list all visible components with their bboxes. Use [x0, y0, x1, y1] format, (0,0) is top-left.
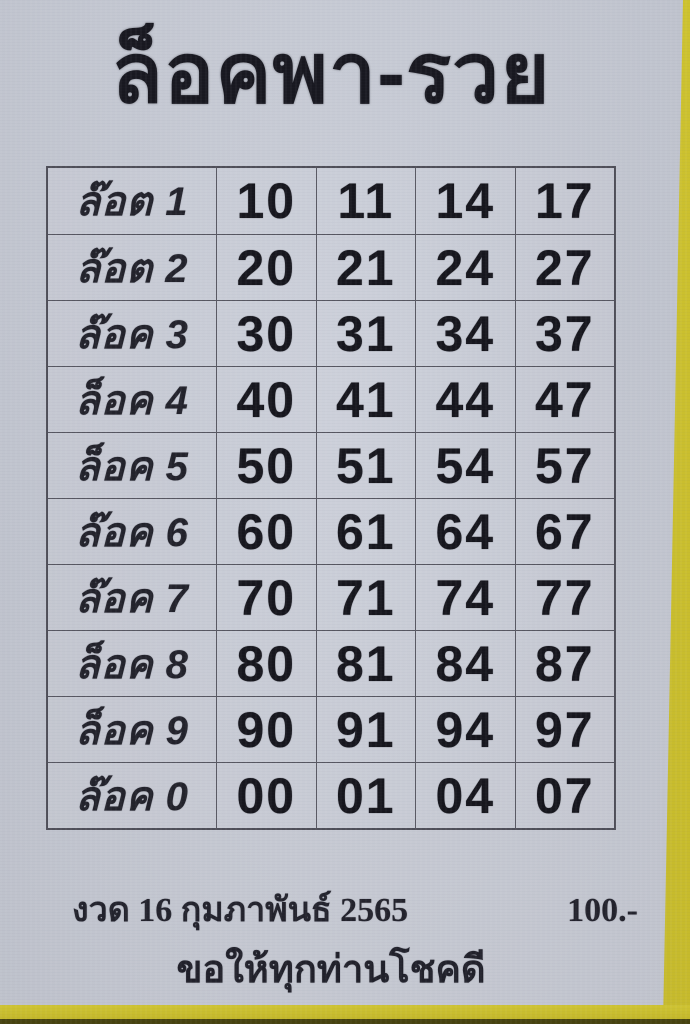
- number-cell: 80: [216, 630, 316, 696]
- number-cell: 41: [315, 366, 415, 432]
- number-cell: 87: [514, 630, 614, 696]
- number-cell: 81: [315, 630, 415, 696]
- number-cell: 07: [514, 762, 614, 828]
- number-cell: 74: [415, 564, 515, 630]
- number-cell: 47: [514, 366, 614, 432]
- number-cell: 57: [514, 432, 614, 498]
- sheet-title: ล็อคพา-รวย: [111, 26, 551, 120]
- number-cell: 24: [415, 234, 515, 300]
- number-cell: 90: [216, 696, 316, 762]
- number-cell: 40: [216, 366, 316, 432]
- price-text: 100.-: [567, 892, 638, 929]
- lock-label: ล็อค 5: [48, 432, 216, 498]
- number-cell: 60: [216, 498, 316, 564]
- lock-label: ล๊อต 1: [75, 180, 189, 224]
- number-cell: 20: [216, 234, 316, 300]
- number-cell: 50: [216, 432, 316, 498]
- number-cell: 64: [415, 498, 515, 564]
- lock-label: ล๊อค 3: [48, 300, 216, 366]
- number-cell: 01: [315, 762, 415, 828]
- number-cell: 27: [514, 234, 614, 300]
- lock-label: ล็อค 8: [48, 630, 216, 696]
- number-cell: 70: [216, 564, 316, 630]
- number-cell: 10: [216, 168, 316, 234]
- number-cell: 54: [415, 432, 515, 498]
- number-cell: 30: [216, 300, 316, 366]
- number-cell: 84: [415, 630, 515, 696]
- number-cell: 11: [315, 168, 416, 234]
- number-cell: 31: [315, 300, 415, 366]
- number-cell: 34: [415, 300, 515, 366]
- number-cell: 04: [415, 762, 515, 828]
- number-cell: 94: [415, 696, 515, 762]
- lock-label: ล็อค 9: [48, 696, 216, 762]
- lock-label: ล๊อค 7: [48, 564, 216, 630]
- lock-label: ล๊อค 0: [48, 762, 216, 828]
- number-cell: 21: [315, 234, 415, 300]
- number-cell: 00: [216, 762, 316, 828]
- number-cell: 17: [514, 168, 615, 234]
- number-cell: 61: [315, 498, 415, 564]
- footer-line: งวด 16 กุมภาพันธ์ 2565 100.-: [72, 882, 638, 936]
- yellow-border-bottom: [0, 1005, 690, 1024]
- lock-table: ล๊อต 1 10 11 14 17 ล๊อต 2 20 21 24 27 ล๊…: [46, 166, 616, 830]
- number-cell: 51: [315, 432, 415, 498]
- number-cell: 91: [315, 696, 415, 762]
- blessing-text: ขอให้ทุกท่านโชคดี: [176, 949, 486, 991]
- lock-label: ล็อค 4: [48, 366, 216, 432]
- draw-date-text: งวด 16 กุมภาพันธ์ 2565: [72, 892, 409, 929]
- lock-label: ล๊อต 2: [48, 234, 216, 300]
- number-cell: 97: [514, 696, 614, 762]
- number-cell: 71: [315, 564, 415, 630]
- lock-label: ล๊อค 6: [48, 498, 216, 564]
- number-cell: 67: [514, 498, 614, 564]
- number-cell: 44: [415, 366, 515, 432]
- number-cell: 37: [514, 300, 614, 366]
- number-cell: 14: [415, 168, 515, 234]
- number-cell: 77: [514, 564, 614, 630]
